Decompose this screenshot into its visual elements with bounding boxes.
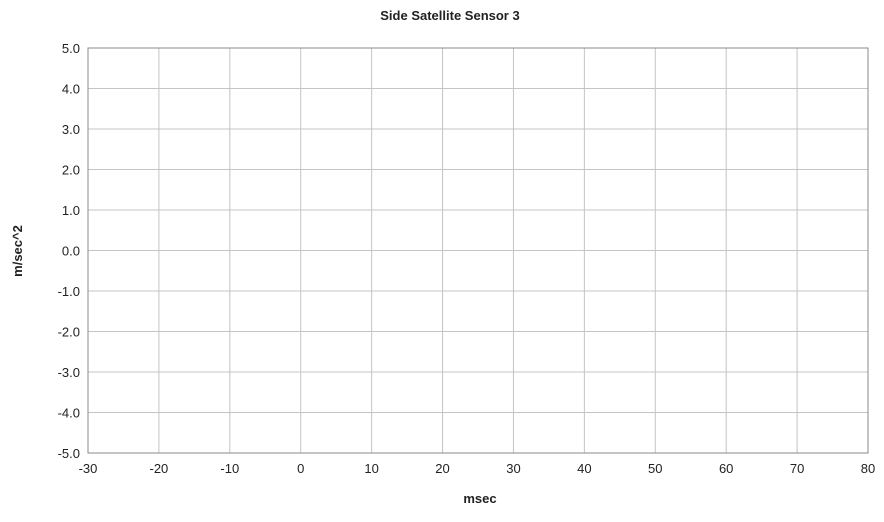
x-tick-label: 20 bbox=[435, 461, 449, 476]
x-tick-label: 30 bbox=[506, 461, 520, 476]
plot-area bbox=[87, 47, 869, 454]
y-tick-label: -5.0 bbox=[58, 446, 80, 461]
x-axis-label: msec bbox=[463, 491, 496, 506]
x-tick-label: -30 bbox=[79, 461, 98, 476]
y-tick-label: 0.0 bbox=[62, 244, 80, 259]
x-axis-tick-labels: -30 -20 -10 0 10 20 30 40 50 60 70 80 bbox=[79, 461, 876, 476]
y-axis-label: m/sec^2 bbox=[10, 225, 25, 277]
y-tick-label: -1.0 bbox=[58, 284, 80, 299]
x-tick-label: -10 bbox=[220, 461, 239, 476]
y-tick-label: 5.0 bbox=[62, 41, 80, 56]
y-tick-label: 1.0 bbox=[62, 203, 80, 218]
x-tick-label: 50 bbox=[648, 461, 662, 476]
x-tick-label: 60 bbox=[719, 461, 733, 476]
x-tick-label: 80 bbox=[861, 461, 875, 476]
y-tick-label: -4.0 bbox=[58, 406, 80, 421]
y-axis-tick-labels: 5.0 4.0 3.0 2.0 1.0 0.0 -1.0 -2.0 -3.0 -4.0 -5.0 bbox=[58, 41, 80, 461]
chart-title: Side Satellite Sensor 3 bbox=[380, 8, 519, 23]
x-tick-label: 70 bbox=[790, 461, 804, 476]
x-tick-label: 40 bbox=[577, 461, 591, 476]
x-tick-label: 10 bbox=[364, 461, 378, 476]
x-tick-label: -20 bbox=[150, 461, 169, 476]
y-tick-label: -2.0 bbox=[58, 325, 80, 340]
y-tick-label: 2.0 bbox=[62, 163, 80, 178]
y-tick-label: 4.0 bbox=[62, 82, 80, 97]
y-tick-label: -3.0 bbox=[58, 365, 80, 380]
grid-lines bbox=[87, 47, 869, 454]
y-tick-label: 3.0 bbox=[62, 122, 80, 137]
x-tick-label: 0 bbox=[297, 461, 304, 476]
